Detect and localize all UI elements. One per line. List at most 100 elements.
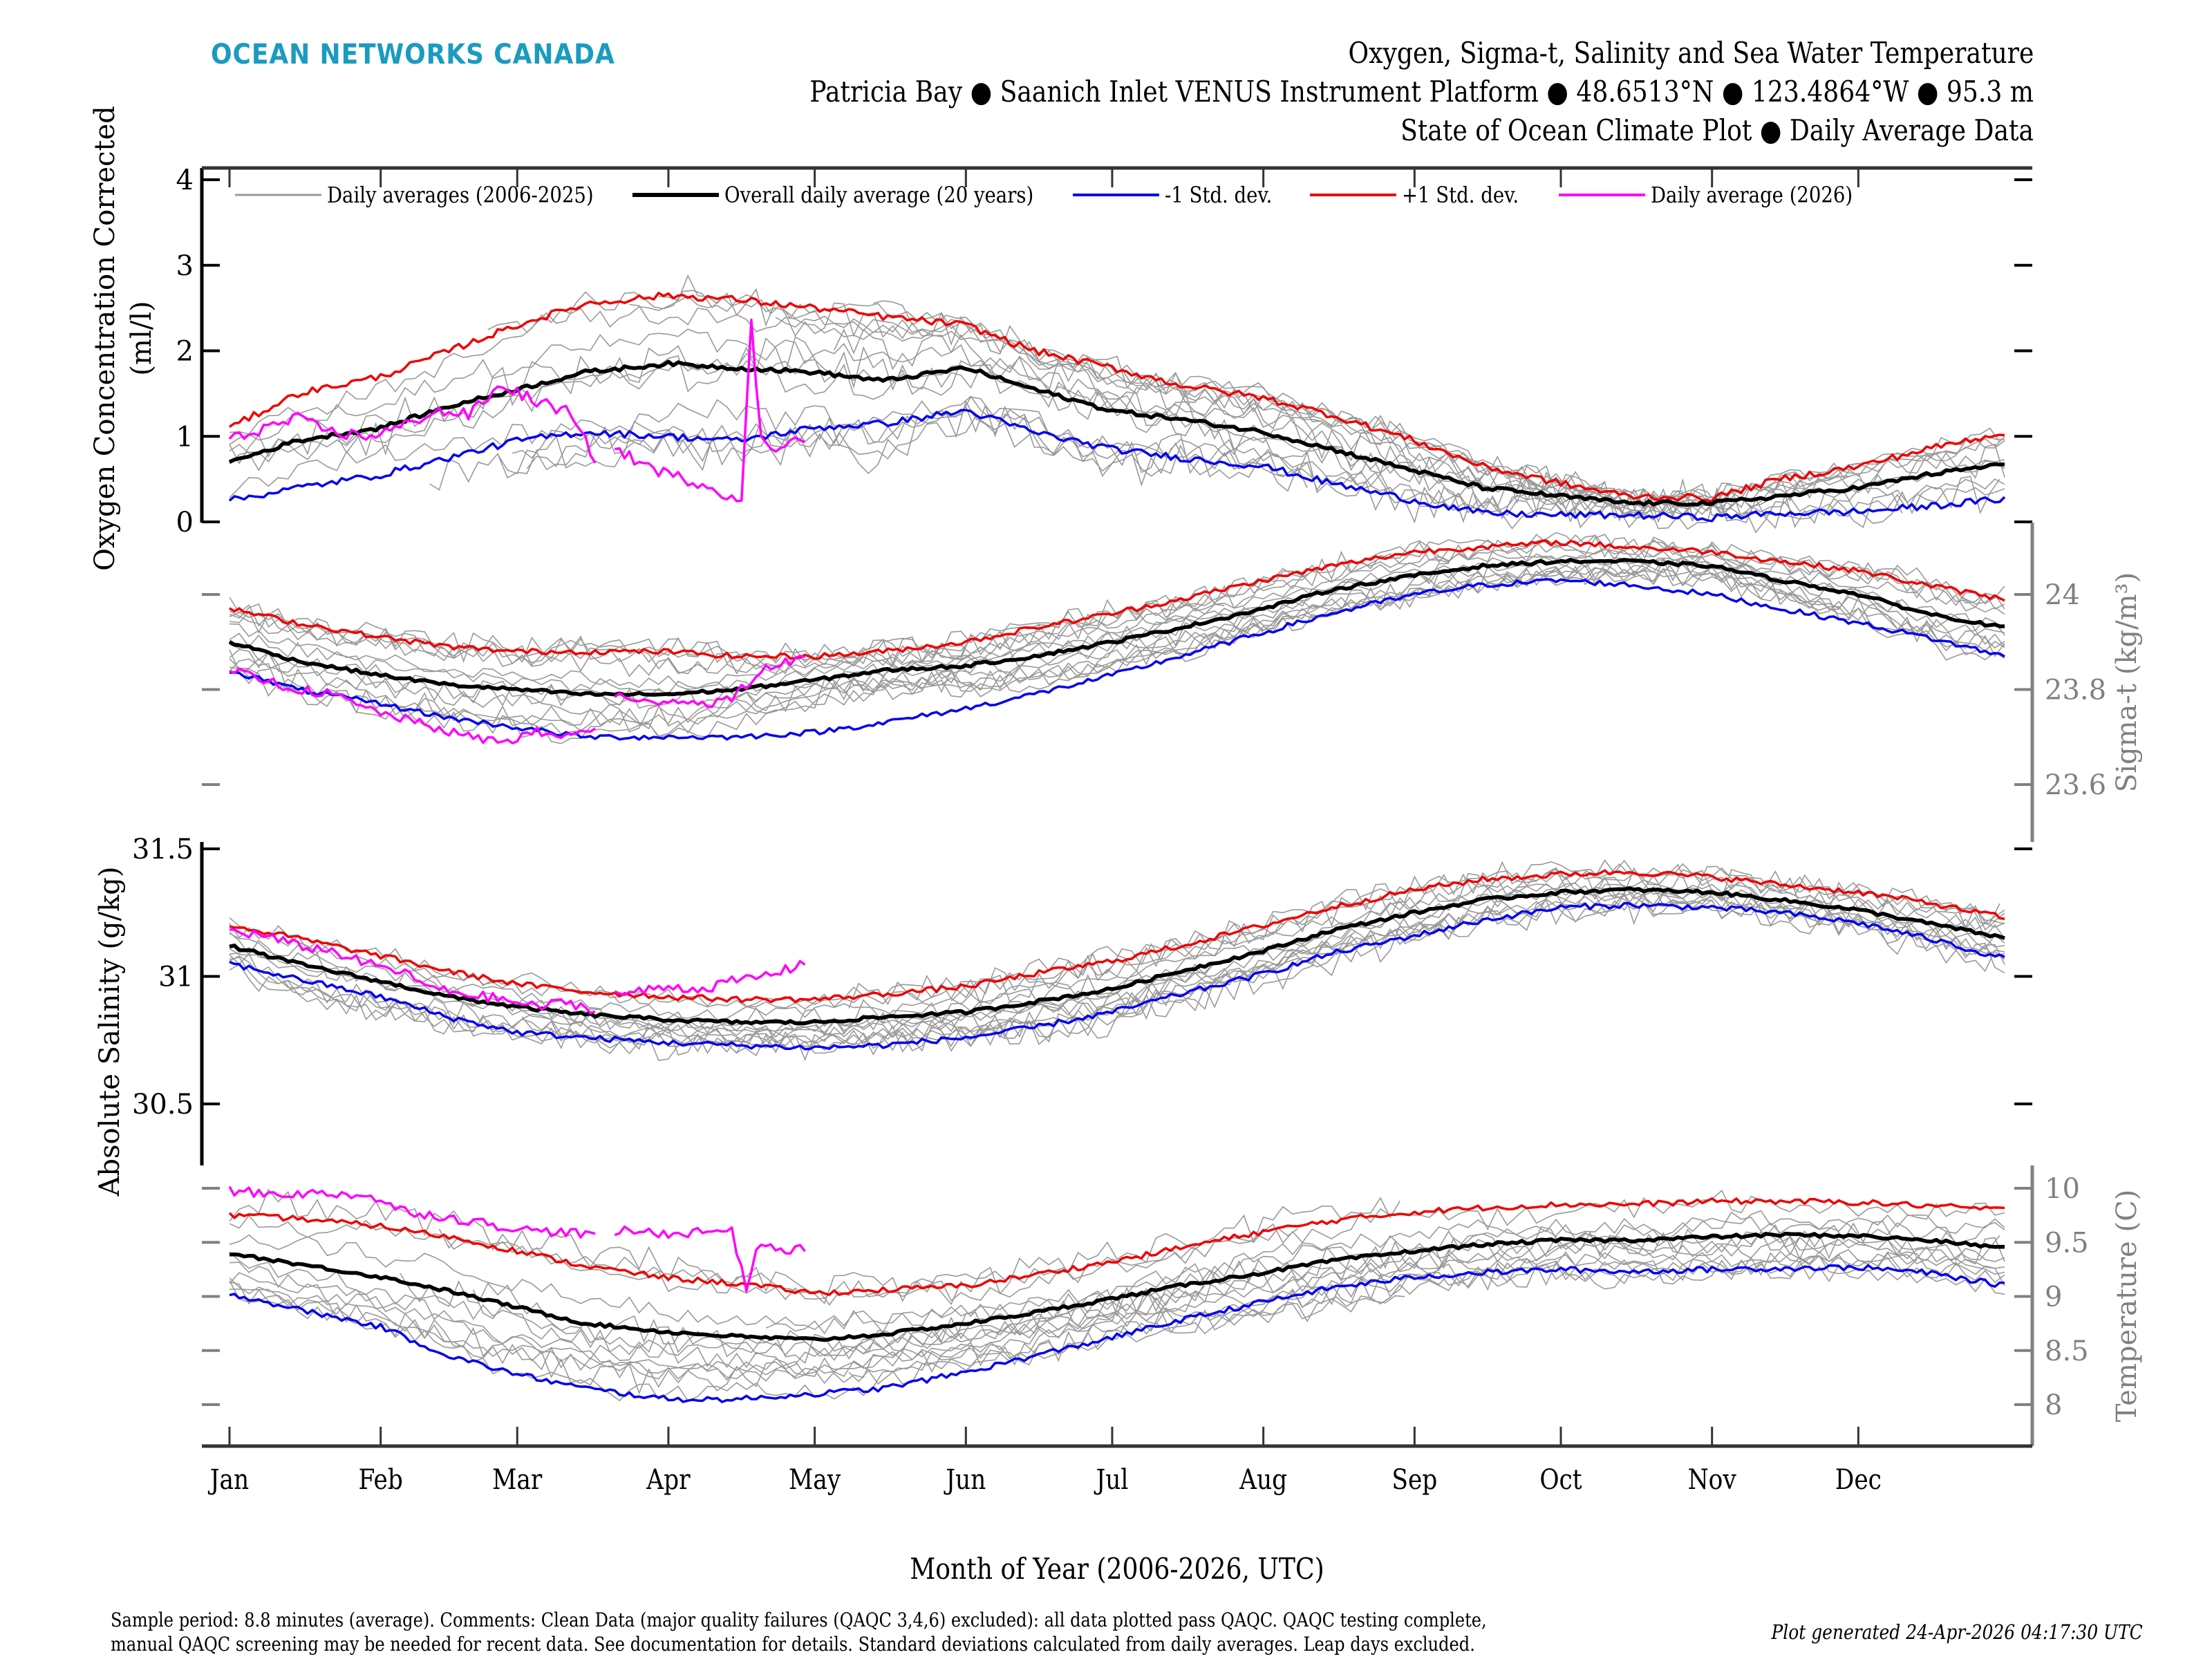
y-tick-label-sigma_t: 23.6 — [2045, 769, 2106, 801]
x-tick-label: May — [789, 1463, 841, 1495]
history-year-line — [848, 1295, 1405, 1385]
y-tick-label-temperature: 8 — [2045, 1389, 2062, 1421]
history-year-line — [229, 859, 2005, 1010]
history-year-line — [629, 303, 2005, 506]
current-year-line — [614, 959, 806, 997]
chart-subtitle-type: State of Ocean Climate Plot ● Daily Aver… — [1400, 113, 2034, 147]
panel-salinity — [229, 859, 2005, 1062]
minus-std-line — [228, 409, 2006, 523]
history-year-line — [229, 294, 2005, 505]
x-tick-label: Aug — [1239, 1463, 1287, 1495]
y-axis-label-temperature: Temperature (C) — [2111, 1190, 2143, 1423]
history-year-line — [229, 553, 2005, 706]
x-tick-label: Jun — [944, 1463, 986, 1495]
y-tick-label-oxygen: 4 — [176, 165, 194, 196]
current-year-line — [614, 1225, 806, 1293]
current-year-line — [228, 1185, 596, 1239]
x-tick-label: Dec — [1835, 1463, 1882, 1495]
history-year-line — [229, 895, 2005, 1061]
legend-item-history: Daily averages (2006-2025) — [235, 182, 594, 209]
history-year-line — [229, 1210, 2005, 1331]
x-tick-label: Jan — [207, 1463, 249, 1495]
chart-subtitle-location: Patricia Bay ● Saanich Inlet VENUS Instr… — [809, 75, 2034, 109]
x-tick-label: Apr — [646, 1463, 690, 1495]
x-tick-label: Nov — [1688, 1463, 1736, 1495]
panel-sigma_t — [228, 532, 2005, 744]
history-year-line — [848, 861, 2000, 1009]
history-year-line — [229, 1249, 2005, 1376]
history-year-line — [229, 395, 2005, 516]
history-year-line — [229, 534, 2005, 677]
mean-line — [229, 886, 2005, 1026]
minus-std-line — [229, 578, 2005, 741]
legend-label-mean: Overall daily average (20 years) — [724, 182, 1033, 209]
y-tick-label-oxygen: 0 — [176, 507, 194, 538]
y-tick-label-temperature: 9 — [2045, 1282, 2062, 1313]
current-year-line — [229, 667, 597, 744]
y-axis-label-oxygen: Oxygen Concentration Corrected — [89, 106, 121, 571]
legend-item-mean: Overall daily average (20 years) — [632, 182, 1033, 209]
y-tick-label-sigma_t: 23.8 — [2045, 675, 2106, 706]
y-tick-label-sigma_t: 24 — [2045, 579, 2080, 611]
current-year-line — [229, 928, 596, 1015]
y-axis-unit-oxygen: (ml/l) — [126, 301, 158, 375]
history-year-line — [229, 336, 2005, 523]
panel-oxygen — [228, 274, 2006, 534]
x-tick-label: Jul — [1094, 1463, 1129, 1495]
history-year-line — [873, 300, 1605, 498]
ocean-networks-canada-logo: OCEAN NETWORKS CANADA — [211, 39, 615, 71]
plus-std-line — [229, 869, 2005, 1004]
history-year-line — [229, 1250, 2005, 1385]
history-year-line — [843, 1231, 2005, 1356]
panels-layer — [228, 274, 2006, 1403]
y-tick-label-salinity: 31.5 — [132, 834, 194, 865]
chart-title: Oxygen, Sigma-t, Salinity and Sea Water … — [1348, 36, 2034, 70]
plot-generated-timestamp: Plot generated 24-Apr-2026 04:17:30 UTC — [1771, 1620, 2143, 1644]
footer-comment-line-2: manual QAQC screening may be needed for … — [111, 1633, 1475, 1656]
history-year-line — [843, 565, 2005, 703]
mean-line — [228, 557, 2005, 697]
x-tick-label: Mar — [492, 1463, 542, 1495]
panel-temperature — [228, 1185, 2005, 1403]
history-year-line — [487, 290, 2000, 507]
history-year-line — [765, 1211, 2005, 1335]
history-year-line — [229, 948, 1215, 1036]
history-year-line — [229, 598, 1225, 675]
legend-label-current: Daily average (2026) — [1651, 182, 1853, 209]
history-year-line — [229, 1251, 1918, 1380]
history-year-line — [229, 353, 1683, 521]
axes-frame: 0 1 2 3 4 Oxygen Concentration Corrected (ml/l… — [89, 106, 2143, 1448]
y-axis-label-sigma_t: Sigma-t (kg/m³) — [2111, 572, 2143, 792]
history-year-line — [229, 547, 2005, 691]
legend-item-current: Daily average (2026) — [1559, 182, 1853, 209]
history-year-line — [229, 874, 2005, 1032]
history-year-line — [526, 404, 2000, 530]
history-year-line — [580, 885, 2005, 1038]
history-year-line — [775, 315, 2005, 507]
x-axis-label: Month of Year (2006-2026, UTC) — [910, 1553, 1324, 1586]
y-tick-label-oxygen: 2 — [176, 336, 194, 368]
y-axis-label-salinity: Absolute Salinity (g/kg) — [94, 866, 126, 1197]
minus-std-line — [229, 1264, 2005, 1403]
minus-std-line — [229, 901, 2005, 1051]
mean-line — [228, 359, 2005, 507]
history-year-line — [229, 891, 2005, 1047]
history-year-line — [229, 891, 2005, 1062]
y-tick-label-temperature: 10 — [2045, 1173, 2080, 1205]
x-tick-label: Feb — [359, 1463, 403, 1495]
footer-comment-line-1: Sample period: 8.8 minutes (average). Co… — [111, 1609, 1487, 1631]
history-year-line — [229, 1259, 2005, 1402]
y-tick-label-temperature: 9.5 — [2045, 1227, 2089, 1259]
legend-item-plus_std: +1 Std. dev. — [1310, 182, 1519, 209]
y-tick-label-oxygen: 1 — [176, 421, 194, 453]
plus-std-line — [229, 539, 2005, 660]
y-tick-label-salinity: 31 — [158, 962, 194, 993]
y-tick-label-temperature: 8.5 — [2045, 1335, 2089, 1367]
x-axis: Jan Feb Mar Apr May Jun Jul Aug Sep Oct Nov Dec — [207, 168, 1882, 1496]
plus-std-line — [228, 1197, 2005, 1296]
y-tick-label-salinity: 30.5 — [132, 1089, 194, 1121]
legend-item-minus_std: -1 Std. dev. — [1073, 182, 1272, 209]
history-year-line — [229, 1237, 2005, 1370]
y-tick-label-oxygen: 3 — [176, 250, 194, 282]
history-year-line — [472, 1230, 2005, 1365]
